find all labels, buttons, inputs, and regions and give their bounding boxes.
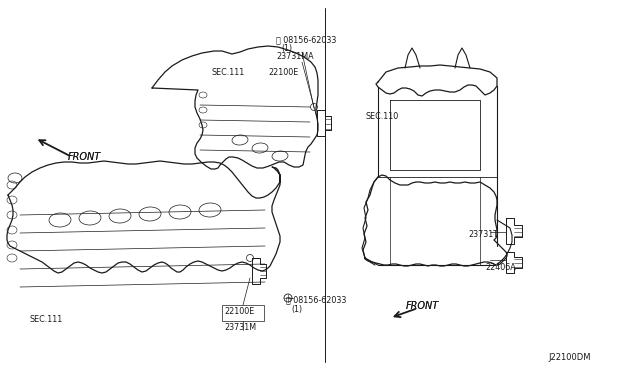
Text: J22100DM: J22100DM xyxy=(548,353,591,362)
Text: 22100E: 22100E xyxy=(268,68,298,77)
Text: (1): (1) xyxy=(281,44,292,53)
Text: SEC.111: SEC.111 xyxy=(212,68,245,77)
Text: FRONT: FRONT xyxy=(406,301,439,311)
Text: 22406A: 22406A xyxy=(485,263,516,272)
Text: 23731T: 23731T xyxy=(468,230,498,239)
Text: FRONT: FRONT xyxy=(68,152,101,162)
Text: 22100E: 22100E xyxy=(224,307,254,316)
Text: Ⓑ 08156-62033: Ⓑ 08156-62033 xyxy=(286,295,346,304)
Text: Ⓑ 08156-62033: Ⓑ 08156-62033 xyxy=(276,35,337,44)
Text: 23731M: 23731M xyxy=(224,323,256,332)
Text: (1): (1) xyxy=(291,305,302,314)
Text: SEC.110: SEC.110 xyxy=(365,112,398,121)
Text: SEC.111: SEC.111 xyxy=(30,315,63,324)
Text: FRONT: FRONT xyxy=(68,152,101,162)
Text: FRONT: FRONT xyxy=(406,301,439,311)
Text: 23731MA: 23731MA xyxy=(276,52,314,61)
